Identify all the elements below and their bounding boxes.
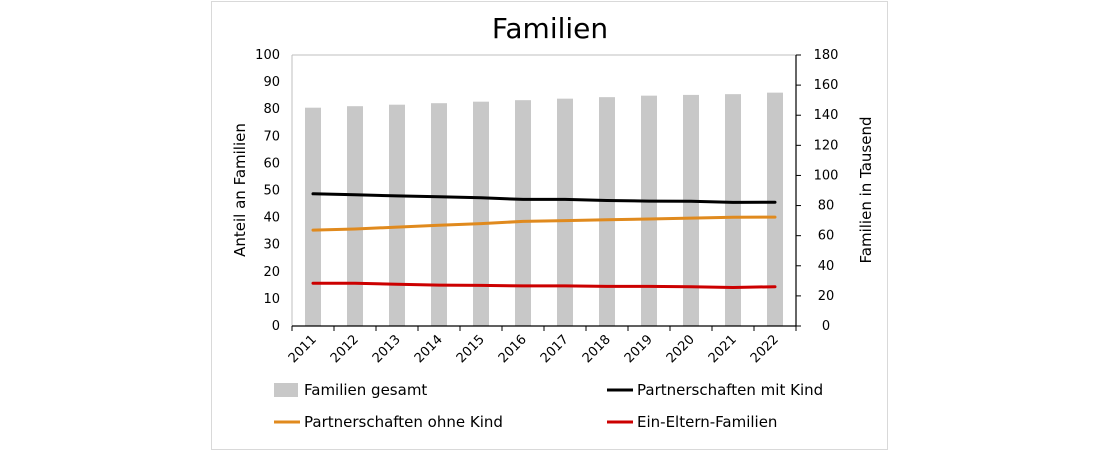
chart-title: Familien — [492, 12, 608, 45]
y-tick-right-label: 60 — [818, 229, 835, 244]
x-tick-label-2018: 2018 — [580, 332, 614, 366]
chart-frame: Familien 0 10 20 30 40 50 60 70 80 90 100 0 20 40 60 8… — [211, 1, 888, 450]
x-tick-label-2022: 2022 — [748, 332, 782, 366]
y-axis-left-title: Anteil an Familien — [231, 123, 249, 257]
x-tick-label-2017: 2017 — [538, 332, 572, 366]
x-tick-label-2016: 2016 — [496, 332, 530, 366]
y-tick-left-label: 80 — [263, 102, 280, 117]
bar-2019 — [641, 95, 657, 327]
bar-2018 — [599, 97, 615, 327]
y-tick-left-label: 50 — [263, 184, 280, 199]
y-tick-left-label: 70 — [263, 129, 280, 144]
y-ticks-right: 0 20 40 60 80 100 120 140 160 180 — [796, 48, 838, 334]
bar-2021 — [725, 94, 741, 327]
line-series-3 — [311, 281, 777, 289]
line-series-1 — [311, 192, 777, 204]
y-tick-left-label: 60 — [263, 156, 280, 171]
y-tick-right-label: 160 — [814, 78, 839, 93]
x-tick-label-2013: 2013 — [370, 332, 404, 366]
legend-label: Familien gesamt — [304, 381, 427, 399]
y-ticks-left: 0 10 20 30 40 50 60 70 80 90 100 — [255, 48, 280, 334]
bar-2011 — [305, 107, 321, 326]
legend-item-1: Familien gesamt — [274, 381, 427, 399]
x-ticks: 2011 2012 2013 2014 2015 2016 2017 2018 2019 2020… — [286, 326, 797, 366]
x-tick-label-2019: 2019 — [622, 332, 656, 366]
y-tick-right-label: 0 — [822, 319, 830, 334]
bar-2020 — [683, 94, 699, 327]
lines-group — [311, 192, 777, 289]
legend-label: Partnerschaften mit Kind — [637, 381, 823, 399]
y-tick-right-label: 140 — [814, 108, 839, 123]
y-tick-left-label: 0 — [272, 319, 280, 334]
legend-label: Ein-Eltern-Familien — [637, 413, 777, 431]
legend-item-3: Partnerschaften ohne Kind — [274, 413, 503, 431]
bar-2012 — [347, 106, 363, 326]
x-tick-label-2011: 2011 — [286, 332, 320, 366]
y-tick-left-label: 100 — [255, 48, 280, 63]
x-tick-label-2015: 2015 — [454, 332, 488, 366]
legend-swatch-bar — [274, 383, 298, 397]
chart-svg: Familien 0 10 20 30 40 50 60 70 80 90 100 0 20 40 60 8… — [231, 12, 875, 431]
y-tick-right-label: 40 — [818, 259, 835, 274]
y-axis-right-title: Familien in Tausend — [857, 117, 875, 264]
y-tick-left-label: 40 — [263, 211, 280, 226]
y-tick-right-label: 180 — [814, 48, 839, 63]
legend-item-4: Ein-Eltern-Familien — [607, 413, 777, 431]
bar-2013 — [389, 104, 405, 326]
y-tick-left-label: 10 — [263, 292, 280, 307]
x-tick-label-2021: 2021 — [706, 332, 740, 366]
legend-label: Partnerschaften ohne Kind — [304, 413, 503, 431]
bar-2022 — [767, 92, 783, 326]
bar-2015 — [473, 101, 489, 326]
y-tick-left-label: 90 — [263, 75, 280, 90]
y-tick-right-label: 20 — [818, 289, 835, 304]
x-tick-label-2014: 2014 — [412, 332, 446, 366]
x-tick-label-2020: 2020 — [664, 332, 698, 366]
y-tick-left-label: 30 — [263, 238, 280, 253]
bars-group — [305, 92, 783, 327]
bar-2014 — [431, 103, 447, 326]
line-series-2 — [311, 215, 777, 232]
y-tick-left-label: 20 — [263, 265, 280, 280]
legend-item-2: Partnerschaften mit Kind — [607, 381, 823, 399]
y-tick-right-label: 100 — [814, 168, 839, 183]
bar-2017 — [557, 98, 573, 327]
legend: Familien gesamt Partnerschaften mit Kind P… — [274, 381, 823, 431]
x-tick-label-2012: 2012 — [328, 332, 362, 366]
y-tick-right-label: 120 — [814, 138, 839, 153]
y-tick-right-label: 80 — [818, 199, 835, 214]
bar-2016 — [515, 100, 531, 327]
